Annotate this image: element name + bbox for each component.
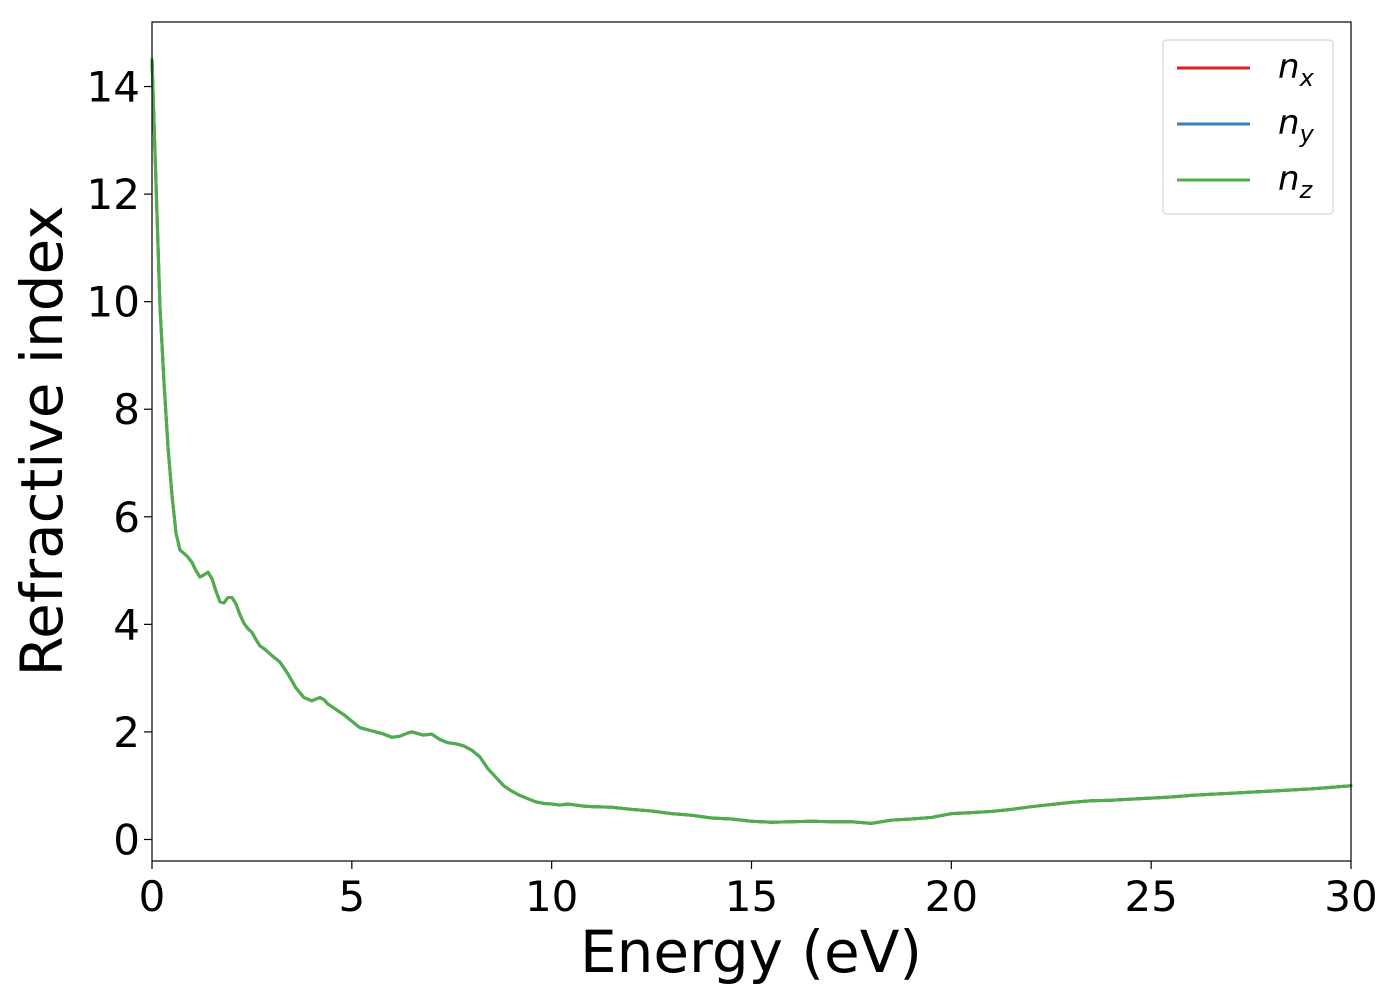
legend-label-subscript: y [1299,120,1315,148]
legend-label-main: n [1278,103,1300,143]
y-tick-label: 12 [87,170,140,219]
y-tick-label: 4 [113,600,140,649]
series-layer [150,58,1353,825]
y-tick-label: 10 [87,278,140,327]
x-axis-ticks: 0 5 10 15 20 25 30 [139,861,1378,921]
y-tick-label: 2 [113,708,140,757]
x-tick-label: 25 [1124,872,1177,921]
legend-label-subscript: x [1299,64,1315,92]
y-tick-label: 8 [113,385,140,434]
y-axis-title: Refractive index [8,205,76,676]
y-axis-ticks: 0 2 4 6 8 10 12 14 [87,63,152,864]
y-tick-label: 6 [113,493,140,542]
legend-label-main: n [1278,159,1300,199]
x-tick-label: 30 [1324,872,1377,921]
x-tick-label: 10 [525,872,578,921]
legend-label-x: nx [1278,47,1315,92]
series-line-z [150,58,1353,825]
x-tick-label: 15 [725,872,778,921]
y-tick-label: 14 [87,63,140,112]
x-tick-label: 0 [139,872,166,921]
y-tick-label: 0 [113,815,140,864]
x-tick-label: 20 [925,872,978,921]
legend-label-main: n [1278,47,1300,87]
x-axis-title: Energy (eV) [580,918,922,986]
legend-label-y: ny [1278,103,1315,148]
legend-label-subscript: z [1299,176,1314,204]
legend-label-z: nz [1278,159,1314,204]
x-tick-label: 5 [338,872,365,921]
legend-box [1162,39,1334,215]
